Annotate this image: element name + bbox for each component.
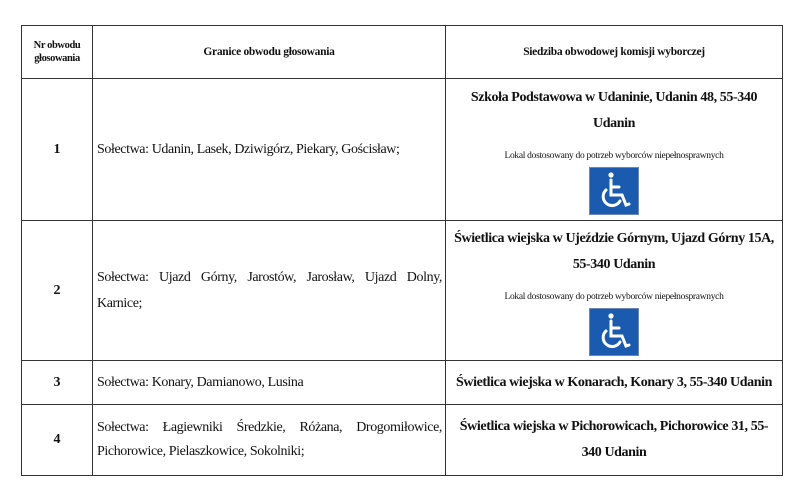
district-number: 1 [21, 78, 93, 221]
commission-seat: Szkoła Podstawowa w Udaninie, Udanin 48,… [445, 78, 783, 221]
district-bounds: Sołectwa: Łagiewniki Średzkie, Różana, D… [92, 404, 446, 476]
table-row: 1 Sołectwa: Udanin, Lasek, Dziwigórz, Pi… [21, 78, 783, 221]
header-district-bounds: Granice obwodu głosowania [92, 25, 446, 79]
header-row: Nr obwodu głosowania Granice obwodu głos… [21, 25, 783, 79]
district-bounds: Sołectwa: Konary, Damianowo, Lusina [92, 360, 446, 405]
wheelchair-icon [589, 307, 639, 356]
table-row: 3 Sołectwa: Konary, Damianowo, Lusina Św… [21, 360, 783, 405]
district-bounds: Sołectwa: Ujazd Górny, Jarostów, Jarosła… [92, 220, 446, 361]
accessibility-note: Lokal dostosowany do potrzeb wyborców ni… [504, 150, 724, 161]
commission-address: Świetlica wiejska w Pichorowicach, Picho… [459, 419, 769, 460]
commission-seat: Świetlica wiejska w Konarach, Konary 3, … [445, 360, 783, 405]
commission-seat: Świetlica wiejska w Ujeździe Górnym, Uja… [445, 220, 783, 361]
commission-address: Szkoła Podstawowa w Udaninie, Udanin 48,… [470, 89, 758, 131]
commission-seat: Świetlica wiejska w Pichorowicach, Picho… [445, 404, 783, 476]
table-row: 4 Sołectwa: Łagiewniki Średzkie, Różana,… [21, 404, 783, 476]
commission-address: Świetlica wiejska w Ujeździe Górnym, Uja… [454, 230, 774, 272]
district-number: 2 [21, 220, 93, 361]
district-number: 3 [21, 360, 93, 405]
district-bounds: Sołectwa: Udanin, Lasek, Dziwigórz, Piek… [92, 78, 446, 221]
header-district-number: Nr obwodu głosowania [21, 25, 93, 79]
header-commission-seat: Siedziba obwodowej komisji wyborczej [445, 25, 783, 79]
accessibility-note: Lokal dostosowany do potrzeb wyborców ni… [504, 291, 724, 302]
district-number: 4 [21, 404, 93, 476]
commission-address: Świetlica wiejska w Konarach, Konary 3, … [456, 374, 772, 390]
wheelchair-icon [589, 166, 639, 215]
polling-districts-table: Nr obwodu głosowania Granice obwodu głos… [21, 25, 783, 476]
table-row: 2 Sołectwa: Ujazd Górny, Jarostów, Jaros… [21, 220, 783, 361]
